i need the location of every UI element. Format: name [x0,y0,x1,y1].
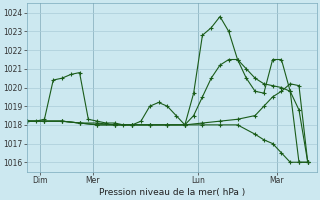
X-axis label: Pression niveau de la mer( hPa ): Pression niveau de la mer( hPa ) [99,188,245,197]
